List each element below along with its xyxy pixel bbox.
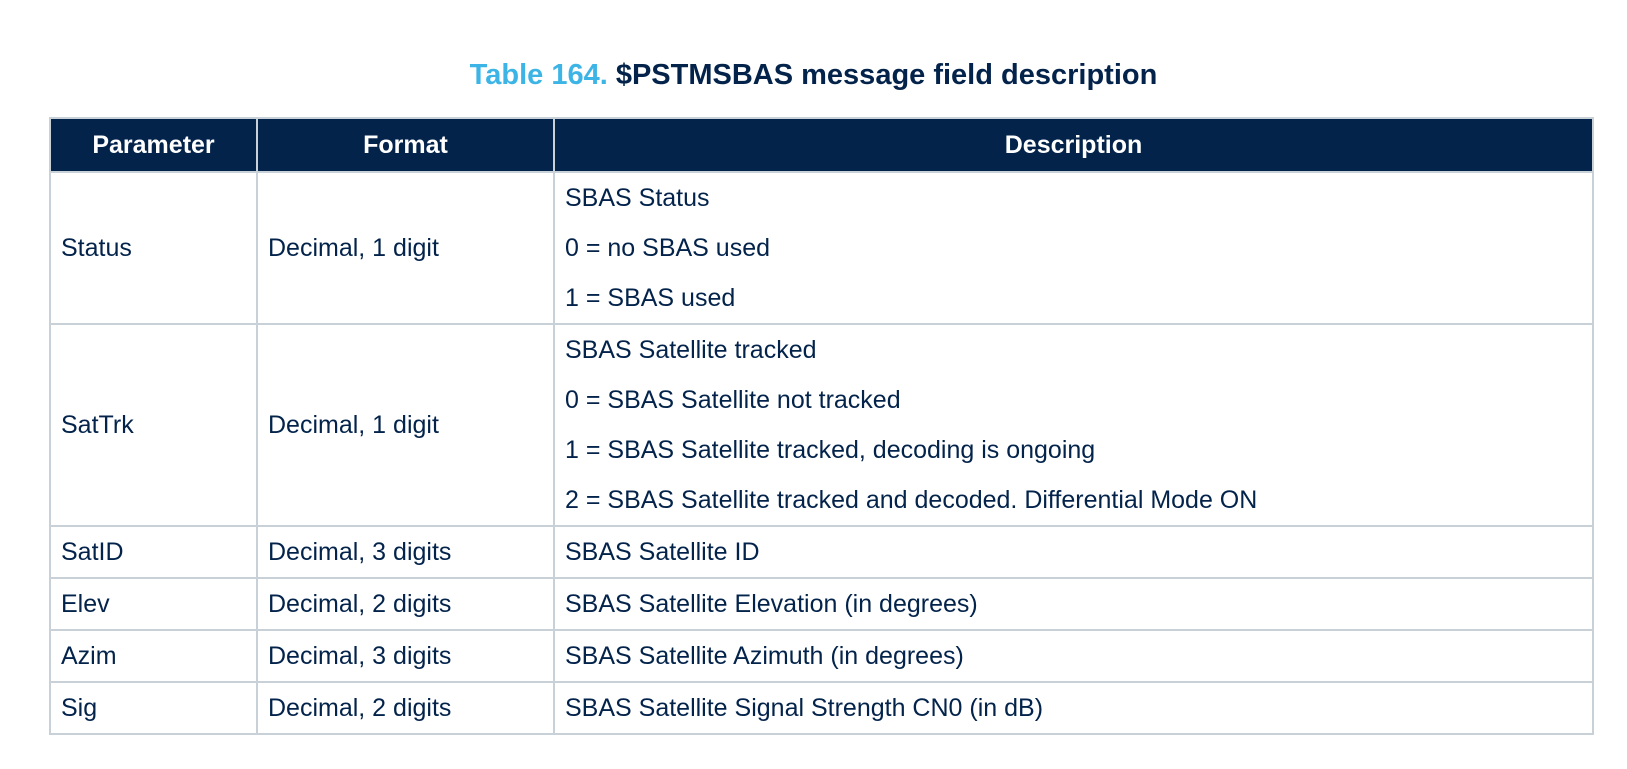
cell-description: SBAS Satellite ID	[553, 525, 1594, 579]
description-line: 1 = SBAS used	[565, 284, 736, 312]
cell-format: Decimal, 2 digits	[256, 681, 555, 735]
table-row: Status Decimal, 1 digit SBAS Status 0 = …	[49, 171, 1594, 325]
table-row: Azim Decimal, 3 digits SBAS Satellite Az…	[49, 629, 1594, 683]
description-line: SBAS Satellite tracked	[565, 336, 817, 364]
header-description: Description	[553, 117, 1594, 173]
cell-format: Decimal, 2 digits	[256, 577, 555, 631]
table-number: Table 164.	[469, 59, 608, 91]
table-row: SatTrk Decimal, 1 digit SBAS Satellite t…	[49, 323, 1594, 527]
cell-description: SBAS Satellite Elevation (in degrees)	[553, 577, 1594, 631]
cell-parameter: Sig	[49, 681, 258, 735]
description-line: 0 = SBAS Satellite not tracked	[565, 386, 901, 414]
cell-parameter: SatTrk	[49, 323, 258, 527]
table-row: Elev Decimal, 2 digits SBAS Satellite El…	[49, 577, 1594, 631]
cell-parameter: Status	[49, 171, 258, 325]
message-field-table: Parameter Format Description Status Deci…	[49, 117, 1594, 735]
cell-format: Decimal, 1 digit	[256, 323, 555, 527]
table-row: SatID Decimal, 3 digits SBAS Satellite I…	[49, 525, 1594, 579]
header-parameter: Parameter	[49, 117, 258, 173]
cell-parameter: SatID	[49, 525, 258, 579]
cell-description: SBAS Satellite Azimuth (in degrees)	[553, 629, 1594, 683]
cell-format: Decimal, 3 digits	[256, 525, 555, 579]
cell-format: Decimal, 1 digit	[256, 171, 555, 325]
cell-parameter: Azim	[49, 629, 258, 683]
description-line: 1 = SBAS Satellite tracked, decoding is …	[565, 436, 1096, 464]
cell-description: SBAS Satellite Signal Strength CN0 (in d…	[553, 681, 1594, 735]
table-title: $PSTMSBAS message field description	[615, 59, 1158, 91]
cell-description: SBAS Status 0 = no SBAS used 1 = SBAS us…	[553, 171, 1594, 325]
cell-description: SBAS Satellite tracked 0 = SBAS Satellit…	[553, 323, 1594, 527]
table-body: Status Decimal, 1 digit SBAS Status 0 = …	[49, 171, 1594, 735]
cell-parameter: Elev	[49, 577, 258, 631]
table-header: Parameter Format Description	[49, 117, 1594, 173]
description-line: 0 = no SBAS used	[565, 234, 771, 262]
header-row: Parameter Format Description	[49, 117, 1594, 173]
header-format: Format	[256, 117, 555, 173]
table-row: Sig Decimal, 2 digits SBAS Satellite Sig…	[49, 681, 1594, 735]
cell-format: Decimal, 3 digits	[256, 629, 555, 683]
description-line: 2 = SBAS Satellite tracked and decoded. …	[565, 486, 1258, 514]
table-caption: Table 164. $PSTMSBAS message field descr…	[0, 55, 1627, 95]
description-line: SBAS Status	[565, 184, 710, 212]
